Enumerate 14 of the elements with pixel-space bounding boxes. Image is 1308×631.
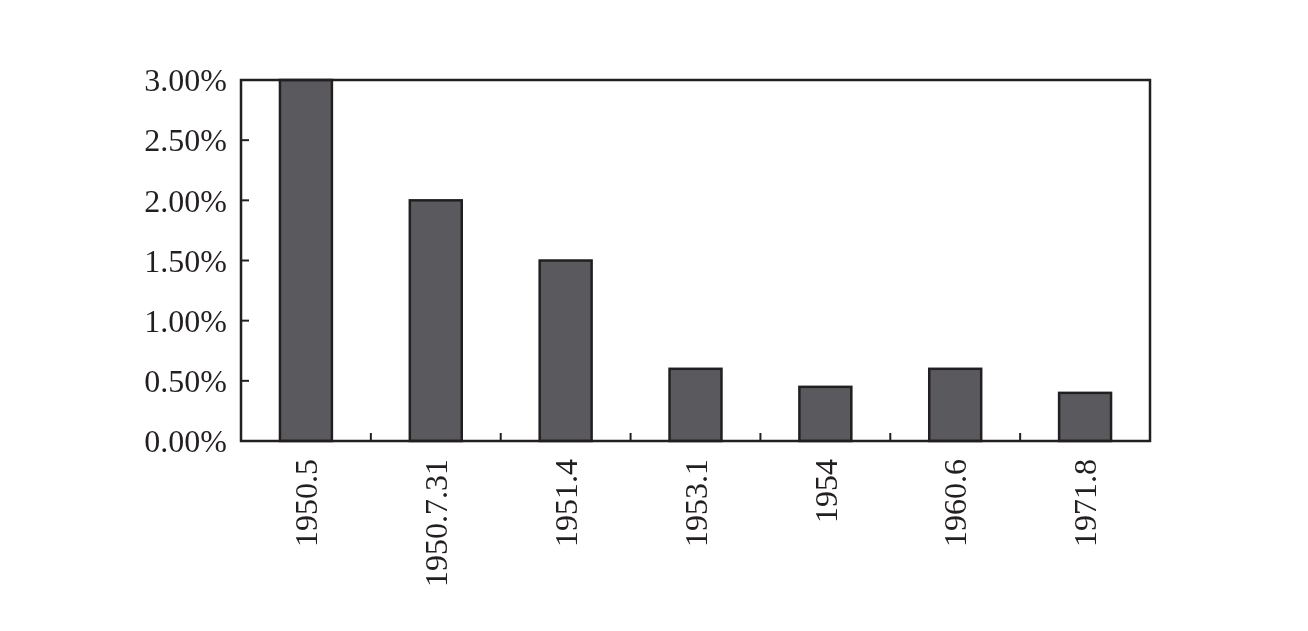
x-tick-label: 1950.7.31	[417, 459, 454, 587]
y-tick-label: 2.00%	[144, 182, 227, 219]
y-tick-label: 0.50%	[144, 363, 227, 400]
y-tick-label: 0.00%	[144, 423, 227, 460]
x-tick-label: 1951.4	[547, 459, 584, 547]
y-tick-label: 2.50%	[144, 122, 227, 159]
y-tick-label: 1.00%	[144, 302, 227, 339]
y-tick-label: 1.50%	[144, 242, 227, 279]
x-tick-label: 1971.8	[1067, 459, 1104, 547]
x-tick-label: 1954	[807, 459, 844, 523]
y-tick-label: 3.00%	[144, 62, 227, 99]
x-tick-label: 1953.1	[677, 459, 714, 547]
x-tick-label: 1960.6	[937, 459, 974, 547]
x-tick-label: 1950.5	[288, 459, 325, 547]
